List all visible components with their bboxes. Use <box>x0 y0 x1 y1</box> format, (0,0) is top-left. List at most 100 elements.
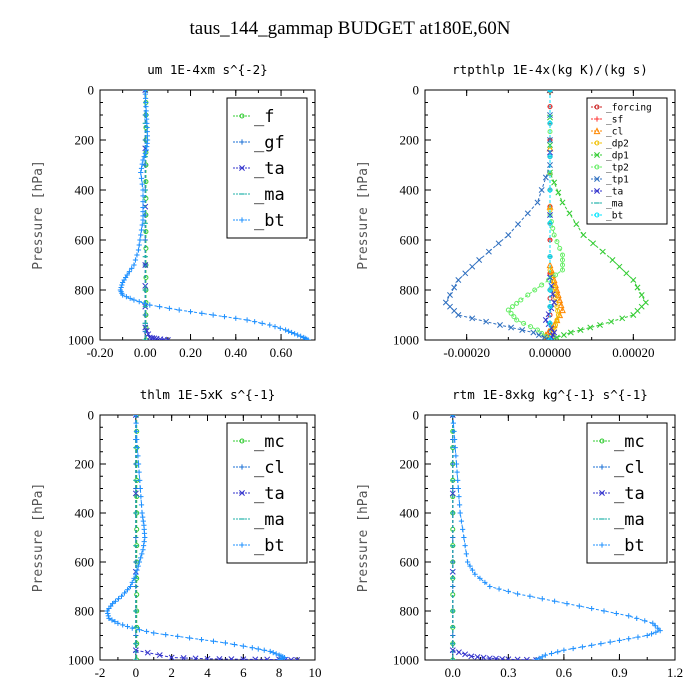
series-point-ta <box>542 317 549 323</box>
series-point-bt <box>143 147 149 153</box>
series-point-dp1 <box>560 332 567 338</box>
legend-marker <box>594 188 600 194</box>
legend: _mc _cl _ta _ma _bt <box>586 422 668 564</box>
series-point-bt <box>140 514 146 520</box>
legend-marker <box>594 104 600 110</box>
series-point-tp2 <box>514 300 520 306</box>
series-point-bt <box>156 304 163 310</box>
series-point-dp1 <box>634 284 641 291</box>
legend-label: _mc <box>254 432 285 452</box>
series-point-bt <box>539 654 545 660</box>
series-point-bt <box>547 120 553 126</box>
x-tick-label: 0.60 <box>270 345 293 360</box>
series-point-bt <box>138 175 145 181</box>
series-point-bt <box>657 628 663 634</box>
series-point-ta <box>146 334 153 340</box>
series-group <box>117 90 311 340</box>
series-point-bt <box>141 154 147 160</box>
series-point-bt <box>655 625 661 631</box>
series-point-bt <box>133 415 139 418</box>
series-point-cl <box>557 301 565 309</box>
y-tick-label: 800 <box>400 283 420 298</box>
legend-label: _ma <box>606 198 623 209</box>
series-point-bt <box>124 587 131 593</box>
series-point-mc <box>134 592 140 598</box>
series-point-dp1 <box>577 327 584 333</box>
series-point-bt <box>138 227 145 233</box>
y-tick-label: 400 <box>400 506 420 521</box>
series-point-bt <box>648 631 655 637</box>
series-point-dp1 <box>609 257 616 263</box>
series-point-bt <box>140 187 146 193</box>
legend-label: _cl <box>254 458 285 478</box>
x-tick-label: 0 <box>133 665 140 680</box>
series-point-bt <box>644 632 650 639</box>
series-point-bt <box>626 636 632 642</box>
series-point-dp1 <box>599 248 606 255</box>
series-point-bt <box>463 551 469 557</box>
legend: _mc _cl _ta _ma _bt <box>226 422 308 564</box>
series-point-bt <box>140 193 146 199</box>
series-point-bt <box>139 181 145 187</box>
series-group <box>449 415 663 660</box>
series-point-bt <box>461 534 467 541</box>
series-point-gf <box>142 337 148 340</box>
series-point-f <box>143 337 149 340</box>
legend: _f _gf _ta _ma _bt <box>226 97 308 239</box>
series-point-bt <box>270 650 276 656</box>
series-point-bt <box>140 199 146 205</box>
series-point-bt <box>255 646 261 652</box>
series-point-bt <box>129 265 135 271</box>
series-point-bt <box>120 279 126 286</box>
series-point-bt <box>536 655 542 660</box>
series-point-dp1 <box>630 277 637 283</box>
series-point-tp1 <box>505 232 512 238</box>
series-point-cl <box>450 657 456 660</box>
series-point-bt <box>138 555 144 561</box>
series-point-ta <box>493 655 499 660</box>
series-point-ta <box>240 656 247 660</box>
series-point-bt <box>547 337 553 340</box>
chart-panel-2: rtpthlp 1E-4x(kg K)/(kg s) Pressure [hPa]… <box>356 62 676 360</box>
x-tick-label: 0.9 <box>611 665 627 680</box>
series-point-ta <box>474 654 481 660</box>
series-point-ta <box>149 334 156 340</box>
y-axis-label: Pressure [hPa] <box>31 483 46 593</box>
series-point-ta <box>151 335 158 340</box>
series-point-ta <box>523 656 530 660</box>
x-tick-label: -0.00020 <box>443 345 490 360</box>
legend: _forcing_sf_cl_dp2_dp1_tp2_tp1_ta_ma_bt <box>586 97 668 225</box>
series-point-bt <box>126 269 133 275</box>
legend-marker <box>594 140 600 146</box>
series-point-bt <box>139 551 145 557</box>
series-point-cl <box>552 281 559 289</box>
series-point-tp2 <box>505 307 511 313</box>
series-point-bt <box>140 543 147 549</box>
series-point-bt <box>457 510 463 516</box>
series-point-ta <box>164 337 171 340</box>
series-point-bt <box>589 605 595 612</box>
series-point-ta <box>156 652 163 659</box>
legend-marker <box>239 139 245 145</box>
series-point-dp2 <box>555 312 561 318</box>
series-point-bt <box>138 232 144 238</box>
panels: um 1E-4xm s^{-2}Pressure [hPa]0200400600… <box>31 62 683 680</box>
series-point-tp1 <box>519 327 526 333</box>
series-point-bt <box>650 620 656 626</box>
x-tick-label: -2 <box>95 665 106 680</box>
series-point-bt <box>140 157 146 163</box>
series-point-dp1 <box>553 334 560 340</box>
series-point-ta <box>499 655 506 660</box>
series-point-bt <box>105 610 111 617</box>
series-group <box>104 415 301 660</box>
series-point-bt <box>105 613 111 619</box>
series-point-tp1 <box>535 332 542 338</box>
series-point-bt <box>136 469 142 475</box>
legend-label: _ta <box>254 159 285 179</box>
legend-label: _tp2 <box>606 162 629 173</box>
series-point-bt <box>452 436 458 443</box>
series-point-bt <box>120 622 126 628</box>
y-tick-label: 0 <box>88 408 95 423</box>
x-tick-label: 0.6 <box>556 665 573 680</box>
